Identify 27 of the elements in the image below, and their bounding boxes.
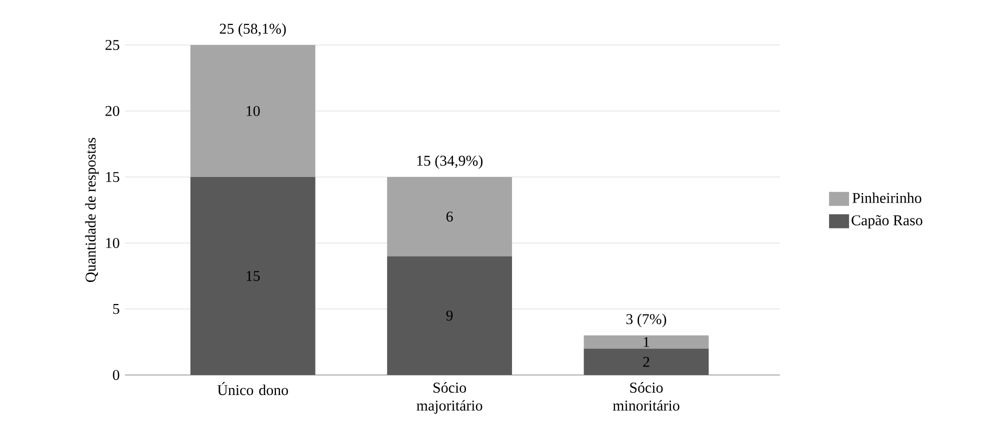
y-tick-label: 20 [106, 106, 120, 116]
y-axis-title: Quantidade de respostas [85, 138, 99, 282]
total-label: 25 (58,1%) [220, 23, 286, 37]
data-label: 10 [246, 106, 260, 116]
data-label: 9 [446, 310, 453, 321]
bar [190, 177, 316, 375]
bar [584, 335, 709, 349]
x-tick-label: Sócio minoritário [612, 382, 680, 411]
data-label: 15 [246, 271, 260, 281]
data-label: 2 [643, 356, 650, 367]
y-tick-label: 0 [112, 370, 120, 380]
legend-label: Pinheirinho [852, 192, 922, 204]
total-label: 3 (7%) [626, 314, 666, 328]
data-label: 6 [446, 212, 453, 222]
bar [387, 177, 512, 256]
total-label: 15 (34,9%) [417, 155, 483, 169]
y-tick-label: 5 [113, 304, 120, 314]
x-tick-label: Único dono [217, 382, 288, 396]
y-tick-label: 25 [106, 40, 120, 50]
bar [584, 348, 709, 375]
y-tick-label: 15 [106, 172, 120, 182]
legend-label: Capão Raso [852, 215, 922, 228]
bar [190, 45, 316, 177]
data-label: 1 [644, 337, 650, 347]
x-tick-label: Sócio majoritário [416, 382, 482, 414]
y-tick-label: 10 [106, 238, 120, 248]
bar [387, 256, 512, 375]
